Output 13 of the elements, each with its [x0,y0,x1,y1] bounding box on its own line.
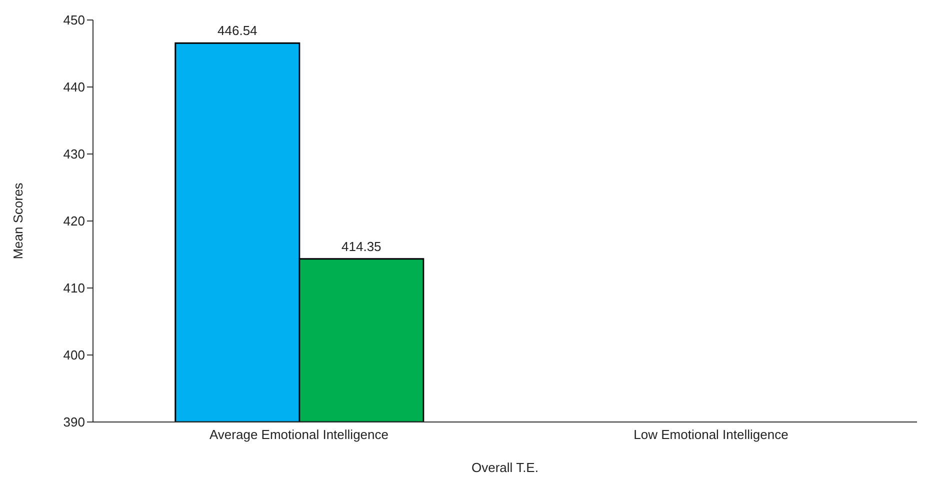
y-tick-label: 400 [63,348,85,363]
y-tick-label: 420 [63,214,85,229]
y-tick-label: 430 [63,146,85,162]
x-tick-label: Low Emotional Intelligence [634,427,788,442]
y-tick-label: 410 [63,280,85,296]
y-tick-label: 390 [63,414,85,430]
y-axis-title: Mean Scores [10,182,26,260]
y-tick-label: 440 [63,80,85,95]
x-tick-label: Average Emotional Intelligence [210,427,388,442]
data-label: 414.35 [342,238,382,254]
data-label: 446.54 [218,23,258,38]
y-tick-label: 450 [63,12,85,28]
x-axis-title: Overall T.E. [472,460,538,475]
